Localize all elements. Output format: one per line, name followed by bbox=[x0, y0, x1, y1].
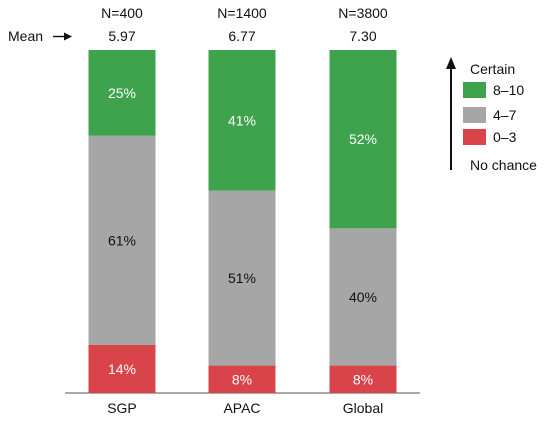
labels-layer: Mean 14% 61% 25% N=400 5.97 SGP 8% 51% 41% N=1400 6… bbox=[8, 5, 388, 416]
bar-segment bbox=[208, 190, 276, 366]
sample-size-label: N=1400 bbox=[217, 5, 267, 21]
legend-swatch bbox=[463, 129, 486, 145]
x-tick-label: Global bbox=[343, 400, 383, 416]
mean-value: 5.97 bbox=[108, 28, 135, 44]
data-label: 41% bbox=[228, 112, 256, 128]
legend-swatch bbox=[463, 82, 486, 98]
sample-size-label: N=3800 bbox=[338, 5, 388, 21]
data-label: 8% bbox=[353, 371, 373, 387]
mean-label: Mean bbox=[8, 28, 43, 44]
x-tick-label: APAC bbox=[223, 400, 260, 416]
legend: Certain No chance 8–10 4–7 0–3 bbox=[446, 57, 537, 173]
data-label: 52% bbox=[349, 131, 377, 147]
bar-segment bbox=[329, 228, 397, 366]
mean-value: 6.77 bbox=[228, 28, 255, 44]
bar-segment bbox=[88, 50, 156, 136]
bar-segment bbox=[88, 135, 156, 345]
data-label: 8% bbox=[232, 371, 252, 387]
x-tick-label: SGP bbox=[107, 400, 137, 416]
data-label: 14% bbox=[108, 361, 136, 377]
legend-entry-label: 8–10 bbox=[493, 82, 524, 98]
mean-value: 7.30 bbox=[349, 28, 376, 44]
bar-segment bbox=[208, 50, 276, 191]
data-label: 40% bbox=[349, 289, 377, 305]
legend-arrow-head bbox=[446, 57, 456, 69]
mean-arrow-head bbox=[64, 32, 72, 41]
legend-top-label: Certain bbox=[470, 61, 515, 77]
bar-segment bbox=[88, 344, 156, 393]
data-label: 51% bbox=[228, 270, 256, 286]
sample-size-label: N=400 bbox=[101, 5, 143, 21]
bars-layer bbox=[65, 50, 420, 394]
data-label: 25% bbox=[108, 85, 136, 101]
bar-segment bbox=[208, 365, 276, 393]
legend-bottom-label: No chance bbox=[470, 157, 537, 173]
bar-segment bbox=[329, 50, 397, 229]
legend-entry-label: 0–3 bbox=[493, 129, 517, 145]
legend-entry-label: 4–7 bbox=[493, 107, 517, 123]
legend-swatch bbox=[463, 107, 486, 123]
bar-segment bbox=[329, 365, 397, 393]
data-label: 61% bbox=[108, 232, 136, 248]
